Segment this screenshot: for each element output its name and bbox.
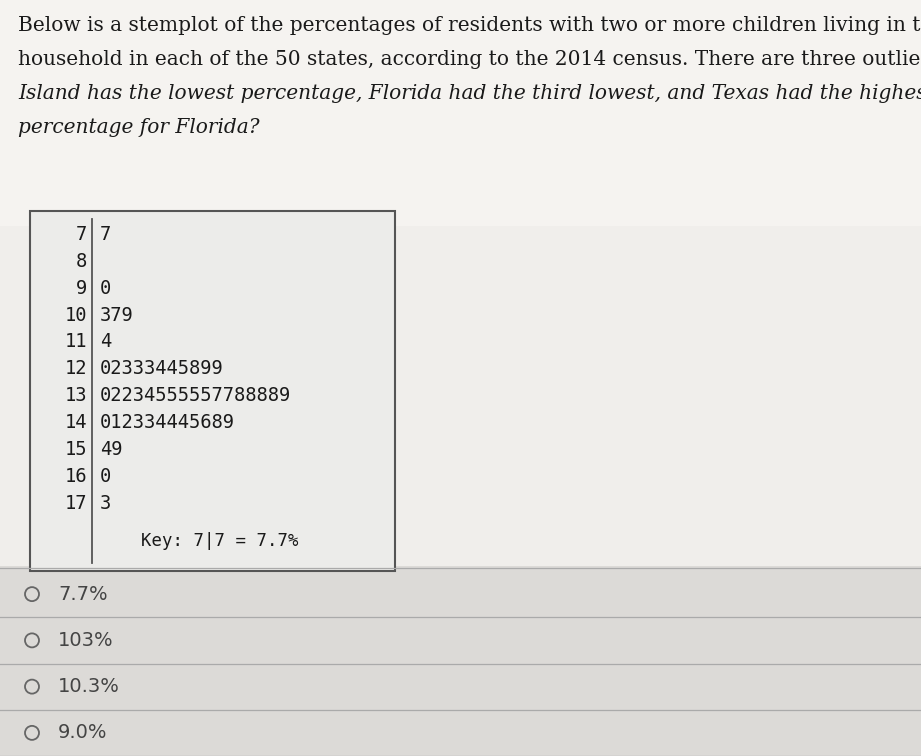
Text: percentage for Florida?: percentage for Florida?: [18, 118, 260, 137]
Text: 15: 15: [64, 440, 87, 459]
Text: 0: 0: [100, 466, 111, 486]
Text: 7: 7: [76, 225, 87, 244]
Text: 12: 12: [64, 359, 87, 378]
Text: Key: 7|7 = 7.7%: Key: 7|7 = 7.7%: [141, 531, 298, 550]
Text: Island has the lowest percentage, Florida had the third lowest, and Texas had th: Island has the lowest percentage, Florid…: [18, 84, 921, 103]
Text: 13: 13: [64, 386, 87, 405]
Text: 4: 4: [100, 333, 111, 352]
Bar: [30, 211, 395, 571]
Text: 02234555557788889: 02234555557788889: [100, 386, 291, 405]
Text: 379: 379: [100, 305, 134, 324]
Text: 9: 9: [76, 279, 87, 298]
Text: 49: 49: [100, 440, 122, 459]
Text: Below is a stemplot of the percentages of residents with two or more children li: Below is a stemplot of the percentages o…: [18, 16, 921, 35]
Text: 11: 11: [64, 333, 87, 352]
Text: 7: 7: [100, 225, 111, 244]
Bar: [0, 0, 921, 566]
Text: 103%: 103%: [58, 631, 113, 650]
Text: 10: 10: [64, 305, 87, 324]
Text: 9.0%: 9.0%: [58, 723, 108, 742]
Text: household in each of the 50 states, according to the 2014 census. There are thre: household in each of the 50 states, acco…: [18, 50, 921, 69]
Text: 8: 8: [76, 252, 87, 271]
Text: 012334445689: 012334445689: [100, 413, 235, 432]
Text: 14: 14: [64, 413, 87, 432]
Bar: [0, 0, 921, 226]
Text: 10.3%: 10.3%: [58, 677, 120, 696]
Text: 3: 3: [100, 494, 111, 513]
Text: 17: 17: [64, 494, 87, 513]
Text: 16: 16: [64, 466, 87, 486]
Text: 7.7%: 7.7%: [58, 584, 108, 603]
Text: 0: 0: [100, 279, 111, 298]
Bar: [0, 566, 921, 756]
Text: 02333445899: 02333445899: [100, 359, 224, 378]
